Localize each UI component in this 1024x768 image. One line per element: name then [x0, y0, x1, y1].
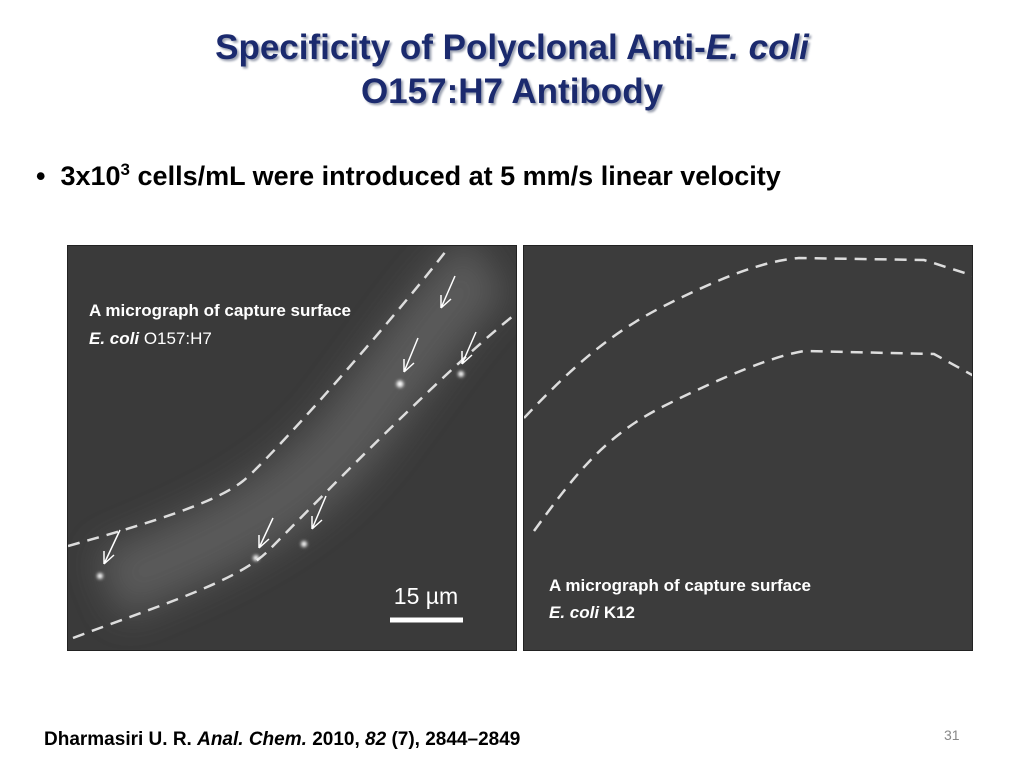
strain: K12 [604, 603, 635, 622]
bullet-text: 3x10 [60, 161, 121, 191]
title: Specificity of Polyclonal Anti-E. coli O… [0, 26, 1024, 114]
authors: Dharmasiri U. R. [44, 729, 192, 750]
volume: 82 [365, 729, 387, 750]
caption: E. coli K12 [549, 603, 635, 622]
scale-label: 15 µm [394, 583, 458, 609]
organism: E. coli [549, 603, 600, 622]
caption: A micrograph of capture surface [89, 301, 351, 320]
micrograph: A micrograph of capture surface E. coli … [523, 245, 973, 651]
year: 2010, [312, 729, 360, 750]
strain: O157:H7 [144, 329, 212, 348]
caption: A micrograph of capture surface [549, 576, 811, 595]
title-text: Specificity of Polyclonal Anti- [215, 28, 706, 67]
superscript: 3 [120, 160, 131, 179]
micrograph: A micrograph of capture surface E. coli … [67, 245, 517, 651]
bullet-text: cells/mL were introduced at 5 mm/s linea… [137, 161, 781, 191]
title-text: O157:H7 Antibody [360, 72, 664, 111]
caption: E. coli O157:H7 [89, 329, 212, 348]
slide-number: 31 [944, 727, 960, 743]
pages: (7), 2844–2849 [391, 729, 521, 750]
organism: E. coli [89, 329, 140, 348]
citation: Dharmasiri U. R. Anal. Chem. 2010, 82 (7… [44, 729, 520, 751]
journal: Anal. Chem. [197, 729, 307, 750]
title-italic: E. coli [705, 28, 809, 67]
bullet: • 3x103 cells/mL were introduced at 5 mm… [36, 160, 781, 191]
